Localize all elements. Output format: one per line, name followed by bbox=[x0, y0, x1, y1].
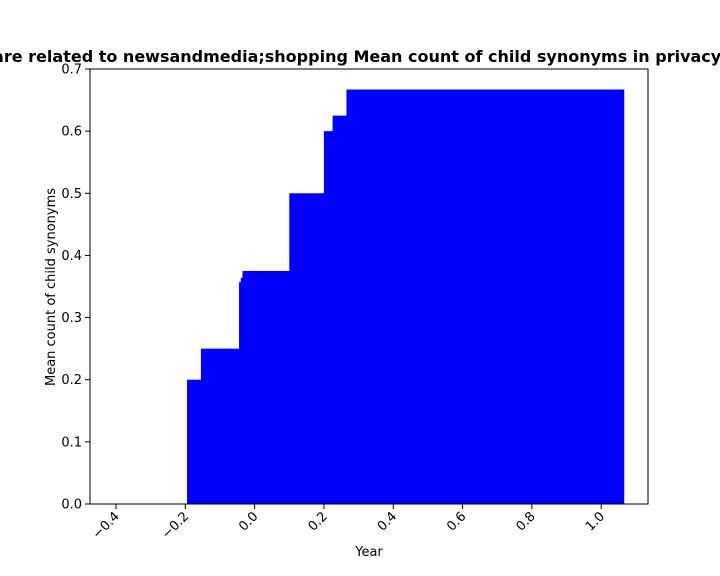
area-step-1 bbox=[200, 348, 240, 504]
area-step-2 bbox=[239, 282, 242, 504]
plot-area-frame bbox=[89, 68, 649, 505]
area-step-8 bbox=[346, 89, 625, 504]
x-tick-label: −0.4 bbox=[90, 509, 123, 542]
y-tick-label: 0.3 bbox=[61, 311, 82, 326]
area-fill-layer bbox=[187, 89, 625, 505]
y-tick-label: 0.6 bbox=[61, 125, 82, 140]
chart-title: Sites are related to newsandmedia;shoppi… bbox=[0, 47, 720, 66]
x-tick-label: 1.0 bbox=[583, 509, 608, 534]
y-axis-ticks: 0.0 0.1 0.2 0.3 0.4 0.5 0.6 0.7 bbox=[61, 63, 90, 513]
x-tick-label: 0.6 bbox=[444, 509, 469, 534]
x-axis-label: Year bbox=[354, 545, 383, 560]
y-tick-label: 0.5 bbox=[61, 187, 82, 202]
area-step-0 bbox=[187, 379, 202, 504]
area-step-4 bbox=[242, 270, 290, 504]
x-tick-label: 0.2 bbox=[306, 509, 331, 534]
y-tick-label: 0.7 bbox=[61, 63, 82, 78]
y-axis-label: Mean count of child synonyms bbox=[44, 188, 59, 386]
area-step-5 bbox=[289, 193, 325, 505]
y-tick-label: 0.0 bbox=[61, 498, 82, 513]
y-tick-label: 0.4 bbox=[61, 249, 82, 264]
x-axis-ticks: −0.4 −0.2 0.0 0.2 0.4 0.6 0.8 1.0 bbox=[90, 504, 608, 542]
x-tick-label: 0.8 bbox=[513, 509, 538, 534]
area-step-7 bbox=[332, 115, 347, 504]
area-step-6 bbox=[323, 131, 334, 504]
y-tick-label: 0.1 bbox=[61, 435, 82, 450]
y-tick-label: 0.2 bbox=[61, 373, 82, 388]
x-tick-label: 0.4 bbox=[375, 509, 400, 534]
x-tick-label: 0.0 bbox=[236, 509, 261, 534]
area-step-3 bbox=[240, 277, 243, 504]
x-tick-label: −0.2 bbox=[159, 509, 192, 542]
